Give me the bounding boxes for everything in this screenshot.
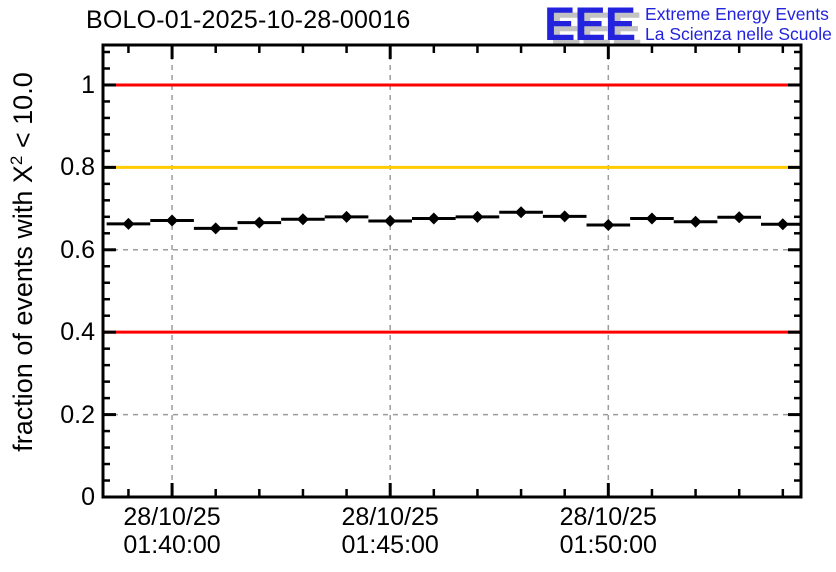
data-point-marker [384,214,397,227]
x-tick-time: 01:40:00 [123,530,221,559]
data-point-marker [645,212,658,225]
x-tick-label: 28/10/25 01:50:00 [520,503,696,559]
y-tick-label: 0 [81,483,95,511]
x-tick-time: 01:45:00 [341,530,439,559]
data-point-marker [166,214,179,227]
x-tick-label: 28/10/25 01:40:00 [84,503,260,559]
y-tick-label: 1 [81,70,95,99]
x-tick-date: 28/10/25 [559,503,657,531]
data-point-marker [558,210,571,223]
x-tick-label: 28/10/25 01:45:00 [302,503,478,559]
data-point-marker [689,215,702,228]
eee-logo-line2: La Scienza nelle Scuole [645,23,832,44]
y-tick-label: 0.6 [60,235,95,264]
eee-logo-line1: Extreme Energy Events [645,4,829,24]
data-point-marker [776,218,789,231]
data-point-marker [209,222,222,235]
data-point-marker [340,210,353,223]
data-point-marker [733,211,746,224]
data-point-marker [471,210,484,223]
plot-frame [101,43,803,499]
data-point-marker [296,213,309,226]
y-tick-label: 0.2 [60,400,95,429]
eee-logo-acronym: EEE [544,0,636,50]
eee-logo-text: Extreme Energy Events La Scienza nelle S… [645,4,832,44]
data-point-marker [427,212,440,225]
x-tick-date: 28/10/25 [341,503,439,531]
eee-logo: EEE Extreme Energy Events La Scienza nel… [544,0,832,50]
data-point-marker [515,206,528,219]
y-tick-label: 0.4 [60,318,95,347]
data-point-marker [122,217,135,230]
plot-title: BOLO-01-2025-10-28-00016 [86,6,411,34]
x-tick-date: 28/10/25 [123,503,221,531]
plot-area [101,43,803,499]
data-point-marker [602,219,615,232]
y-tick-label: 0.8 [60,153,95,182]
x-tick-time: 01:50:00 [559,530,657,559]
data-point-marker [253,216,266,229]
